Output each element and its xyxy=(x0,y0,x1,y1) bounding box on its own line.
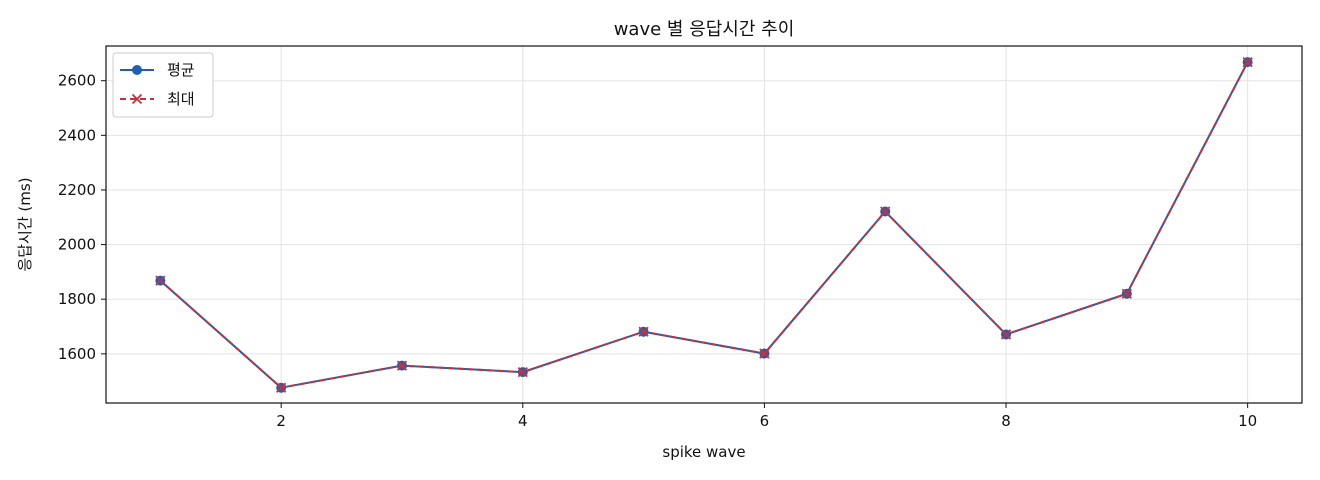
series-2 xyxy=(155,56,1253,393)
series-layer xyxy=(155,56,1253,393)
data-point xyxy=(517,366,528,378)
grid xyxy=(106,46,1302,403)
plot-frame xyxy=(105,45,1303,404)
data-point xyxy=(276,382,287,393)
data-point xyxy=(1121,288,1132,299)
legend-label: 최대 xyxy=(167,90,195,108)
legend-label: 평균 xyxy=(167,61,195,79)
data-point xyxy=(1242,56,1253,68)
y-tick-label: 2200 xyxy=(58,181,96,199)
legend-box xyxy=(112,52,214,118)
data-point xyxy=(638,326,649,337)
x-tick-label: 4 xyxy=(518,412,528,430)
data-point xyxy=(880,206,891,217)
x-tick-label: 8 xyxy=(1001,412,1011,430)
series-line xyxy=(159,61,1249,389)
y-tick-label: 2600 xyxy=(58,72,96,90)
legend-marker xyxy=(132,65,142,75)
series-line xyxy=(159,61,1249,389)
data-point xyxy=(1000,329,1012,340)
y-tick-label: 2400 xyxy=(58,126,96,144)
legend-marker xyxy=(131,93,143,105)
data-point xyxy=(155,275,166,286)
x-tick-label: 6 xyxy=(760,412,770,430)
y-tick-label: 1600 xyxy=(58,345,96,363)
data-point xyxy=(759,348,770,359)
y-tick-label: 1800 xyxy=(58,290,96,308)
x-tick-label: 10 xyxy=(1238,412,1257,430)
axes: 2 4 6 8 10 1600 1800 2000 2200 2400 2600 xyxy=(58,45,1303,430)
y-tick-label: 2000 xyxy=(58,236,96,254)
x-axis-label: spike wave xyxy=(662,443,745,461)
data-point xyxy=(396,360,408,371)
y-axis-label: 응답시간 (ms) xyxy=(16,177,34,271)
legend-item: 최대 xyxy=(120,90,195,108)
legend-item: 평균 xyxy=(120,61,195,79)
chart-title: wave 별 응답시간 추이 xyxy=(614,19,795,40)
x-tick-label: 2 xyxy=(276,412,286,430)
